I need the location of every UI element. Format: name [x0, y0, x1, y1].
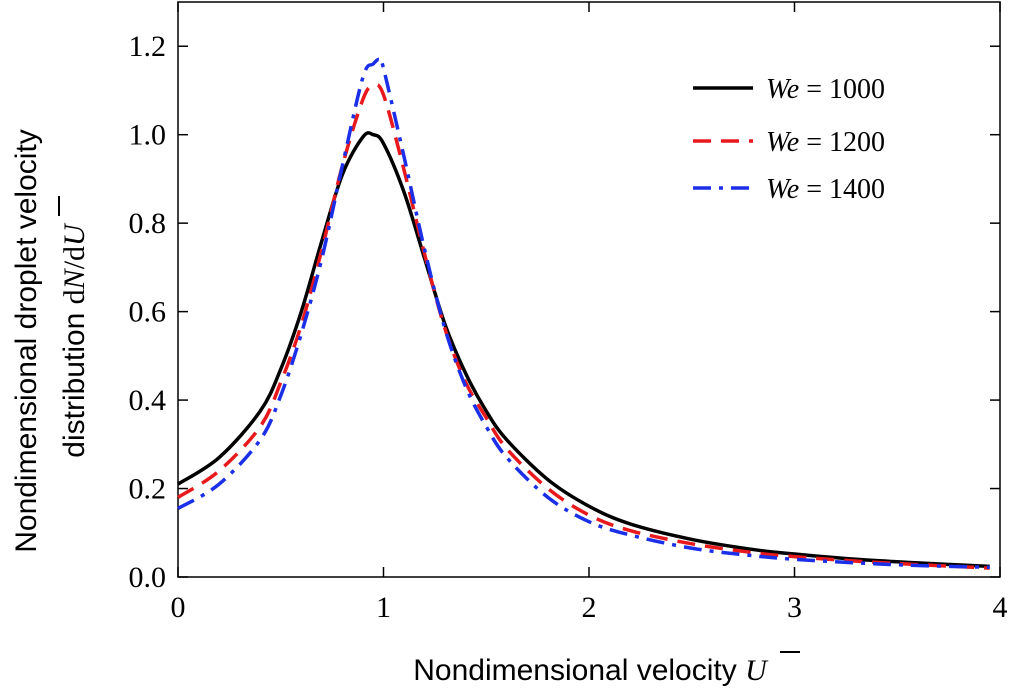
x-axis-ticks: 0 1 2 3 4	[171, 2, 1008, 624]
x-axis-title: Nondimensional velocity U	[413, 654, 769, 687]
x-tick-label: 2	[582, 591, 597, 624]
legend-label-we-1000: We = 1000	[766, 74, 885, 105]
y-axis-title-line-1: Nondimensional droplet velocity	[10, 129, 43, 553]
y-tick-label: 0.2	[129, 473, 167, 506]
y-tick-label: 0.6	[129, 296, 167, 329]
series-layer	[177, 56, 990, 570]
legend: We = 1000 We = 1200 We = 1400	[693, 74, 885, 205]
y-tick-label: 1.2	[129, 30, 167, 63]
legend-label-we-1400: We = 1400	[766, 174, 885, 205]
series-line-we-1000	[177, 131, 990, 569]
series-line-we-1400	[177, 56, 990, 570]
y-tick-label: 0.4	[129, 384, 167, 417]
legend-label-we-1200: We = 1200	[766, 127, 885, 158]
x-tick-label: 3	[787, 591, 802, 624]
x-tick-label: 1	[376, 591, 391, 624]
y-tick-label: 1.0	[129, 119, 167, 152]
y-axis-title-line-2: distribution dN/dU	[58, 222, 91, 458]
y-tick-label: 0.0	[129, 561, 167, 594]
x-tick-label: 0	[171, 591, 186, 624]
y-axis-ticks: 0.0 0.2 0.4 0.6 0.8 1.0 1.2	[129, 30, 1000, 594]
x-tick-label: 4	[993, 591, 1008, 624]
y-tick-label: 0.8	[129, 207, 167, 240]
